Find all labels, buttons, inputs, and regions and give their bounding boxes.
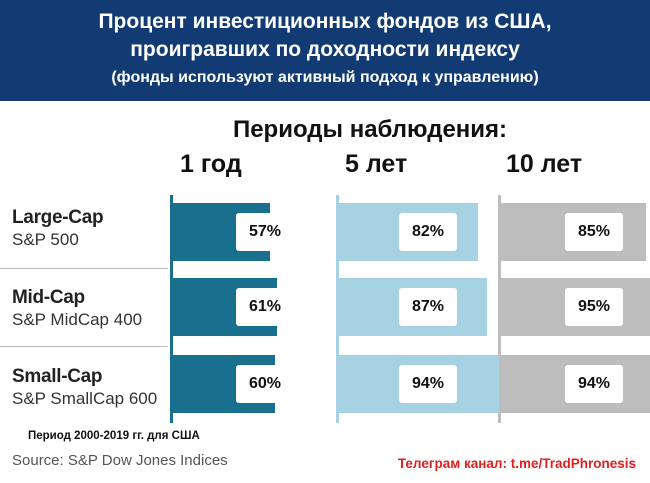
period-label-2: 5 лет <box>345 150 408 178</box>
row-label-mid-cap: Mid-Cap S&P MidCap 400 <box>12 287 142 330</box>
category-name: Small-Cap <box>12 366 103 387</box>
period-label-1: 1 год <box>180 150 242 178</box>
column-axis-line <box>170 195 173 423</box>
row-divider <box>0 346 168 347</box>
category-index: S&P SmallCap 600 <box>12 389 158 408</box>
period-label-3: 10 лет <box>506 150 583 178</box>
source-note: Source: S&P Dow Jones Indices <box>12 452 228 469</box>
bar-value-label: 60% <box>236 365 294 403</box>
column-axis-line <box>498 195 501 423</box>
bar-value-label: 95% <box>565 288 623 326</box>
category-index: S&P MidCap 400 <box>12 310 143 329</box>
chart-title-line-1: Процент инвестиционных фондов из США, <box>98 10 552 33</box>
category-index: S&P 500 <box>12 230 79 249</box>
chart-title-line-2: проигравших по доходности индексу <box>130 38 520 61</box>
row-label-small-cap: Small-Cap S&P SmallCap 600 <box>12 366 157 409</box>
category-name: Mid-Cap <box>12 287 85 308</box>
telegram-link[interactable]: Телеграм канал: t.me/TradPhronesis <box>397 456 636 471</box>
bar-value-label: 57% <box>236 213 294 251</box>
row-divider <box>0 268 168 269</box>
bar-value-label: 87% <box>399 288 457 326</box>
bar-value-label: 61% <box>236 288 294 326</box>
bar-value-label: 82% <box>399 213 457 251</box>
period-note: Период 2000-2019 гг. для США <box>28 430 200 442</box>
periods-title: Периоды наблюдения: <box>232 116 508 143</box>
bar-value-label: 94% <box>565 365 623 403</box>
bar-value-label: 94% <box>399 365 457 403</box>
category-name: Large-Cap <box>12 207 104 228</box>
title-banner: Процент инвестиционных фондов из США, пр… <box>0 0 650 101</box>
bar-value-label: 85% <box>565 213 623 251</box>
chart-subtitle: (фонды используют активный подход к упра… <box>111 69 539 86</box>
column-axis-line <box>336 195 339 423</box>
row-label-large-cap: Large-Cap S&P 500 <box>12 207 104 250</box>
